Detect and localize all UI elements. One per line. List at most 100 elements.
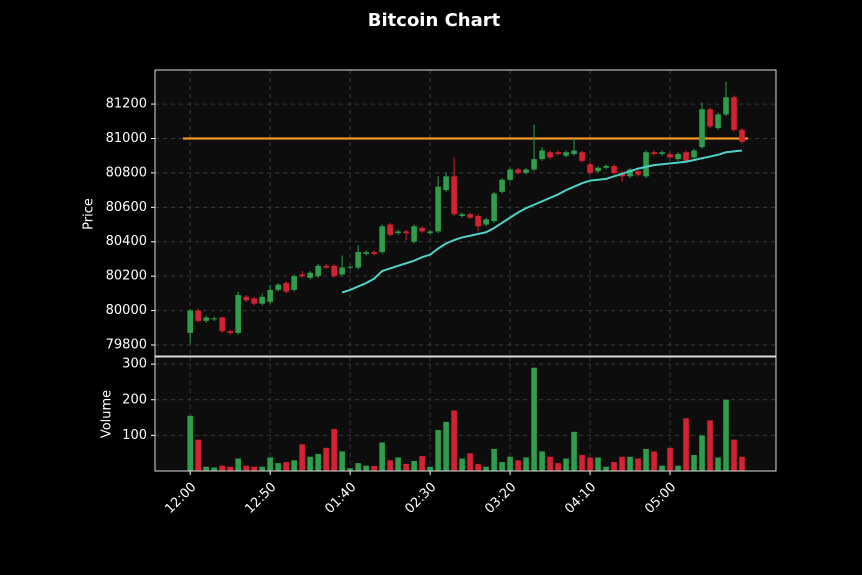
y-axis-label: Price [82, 198, 97, 230]
volume-bar [355, 463, 361, 471]
candle-body [243, 296, 249, 301]
candle-body [379, 226, 385, 253]
candle-body [187, 310, 193, 333]
candle-body [667, 153, 673, 158]
volume-bar [403, 463, 409, 471]
volume-bar [691, 454, 697, 471]
y-tick-label: 81200 [106, 97, 147, 112]
x-tick-label: 12:00 [162, 480, 199, 517]
volume-bar [459, 458, 465, 471]
candle-body [643, 152, 649, 177]
volume-bar [395, 457, 401, 471]
volume-bar [443, 421, 449, 471]
volume-bar [739, 456, 745, 471]
price-panel [155, 70, 776, 356]
volume-bar [371, 466, 377, 471]
volume-bar [195, 439, 201, 471]
candle-body [251, 298, 257, 304]
candle-body [427, 231, 433, 234]
candle-body [491, 193, 497, 222]
volume-bar [267, 457, 273, 471]
candle-body [483, 219, 489, 225]
volume-bar [659, 465, 665, 471]
volume-bar [539, 451, 545, 471]
x-tick-label: 01:40 [322, 480, 359, 517]
volume-bar [531, 367, 537, 471]
candle-body [323, 265, 329, 268]
volume-bar [587, 457, 593, 471]
volume-panel [155, 357, 776, 471]
candle-body [403, 231, 409, 234]
candle-body [395, 231, 401, 234]
volume-bar [187, 415, 193, 471]
volume-bar [451, 410, 457, 471]
candle-body [499, 179, 505, 192]
candle-body [723, 97, 729, 115]
volume-bar [235, 458, 241, 471]
volume-bar [243, 465, 249, 471]
y-tick-label: 80600 [106, 200, 147, 215]
volume-bar [299, 444, 305, 471]
volume-bar [283, 462, 289, 471]
volume-bar [707, 420, 713, 471]
volume-bar [331, 428, 337, 471]
volume-bar [515, 460, 521, 471]
price-frame [154, 69, 777, 357]
candle-body [691, 150, 697, 158]
volume-bar [275, 463, 281, 471]
candle-body [563, 152, 569, 156]
volume-bar [411, 461, 417, 471]
volume-bar [571, 431, 577, 471]
volume-bar [467, 453, 473, 471]
volume-tick-label: 200 [122, 392, 147, 407]
volume-bar [435, 430, 441, 471]
volume-bar [731, 439, 737, 471]
candle-body [267, 289, 273, 302]
volume-axis-label: Volume [100, 390, 115, 438]
candle-body [603, 166, 609, 168]
volume-bar [619, 456, 625, 471]
candle-body [675, 153, 681, 160]
volume-bar [491, 448, 497, 471]
candle-body [443, 176, 449, 191]
volume-bar [523, 457, 529, 471]
volume-bar [323, 447, 329, 471]
volume-bar [579, 454, 585, 471]
candle-body [275, 284, 281, 290]
candle-body [651, 152, 657, 154]
volume-bar [667, 447, 673, 471]
x-tick-label: 04:10 [562, 480, 599, 517]
candle-body [451, 176, 457, 215]
candle-body [315, 265, 321, 277]
volume-bar [227, 466, 233, 471]
volume-bar [291, 460, 297, 471]
candle-body [195, 310, 201, 321]
candle-body [307, 272, 313, 278]
y-tick-label: 79800 [106, 337, 147, 352]
moving-average [341, 149, 743, 294]
volume-bar [211, 467, 217, 471]
volume-bar [603, 466, 609, 471]
y-tick-label: 81000 [106, 131, 147, 146]
candle-body [211, 318, 217, 320]
candle-body [571, 150, 577, 154]
volume-bar [427, 466, 433, 471]
volume-bar [419, 456, 425, 471]
candle-body [579, 152, 585, 161]
y-tick-label: 80000 [106, 303, 147, 318]
candle-body [283, 283, 289, 292]
candle-body [203, 317, 209, 321]
candle-body [227, 331, 233, 333]
volume-bar [627, 456, 633, 471]
candle-body [635, 171, 641, 175]
volume-bar [259, 466, 265, 471]
volume-bar [203, 466, 209, 471]
candle-body [411, 226, 417, 242]
candle-body [219, 317, 225, 332]
volume-bar [483, 466, 489, 471]
y-tick-label: 80400 [106, 234, 147, 249]
candle-body [539, 150, 545, 160]
volume-bar [379, 442, 385, 471]
candle-body [475, 215, 481, 227]
volume-bar [611, 462, 617, 471]
